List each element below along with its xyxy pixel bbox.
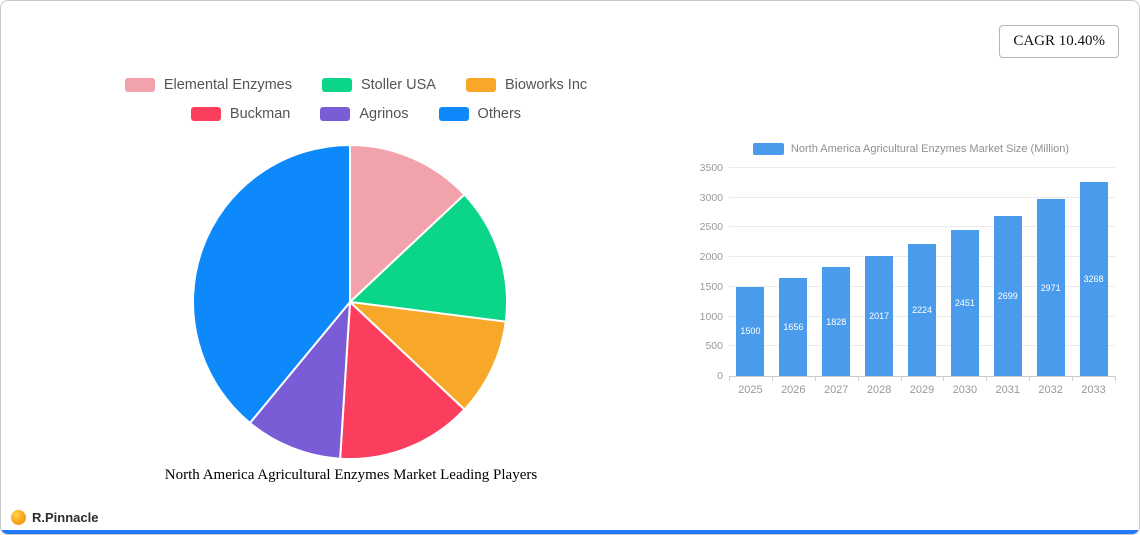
bar-legend-swatch — [752, 143, 784, 155]
bar-legend-label: North America Agricultural Enzymes Marke… — [790, 143, 1070, 155]
legend-item-others[interactable]: Others — [438, 106, 522, 122]
bar-value-label: 2971 — [1040, 282, 1061, 293]
bar-2027[interactable]: 1828 — [822, 267, 851, 376]
bar-value-label: 1500 — [740, 326, 761, 337]
pie-legend: Elemental Enzymes Stoller USA Bioworks Inc… — [73, 77, 639, 122]
y-axis-label: 2000 — [699, 251, 723, 264]
bar-value-label: 2224 — [911, 304, 933, 315]
bar-2033[interactable]: 3268 — [1079, 181, 1108, 376]
legend-label: Buckman — [229, 106, 291, 122]
pie-chart — [192, 143, 508, 460]
x-axis-label: 2026 — [781, 384, 806, 396]
bar-2026[interactable]: 1656 — [779, 277, 808, 376]
brand-logo: R.Pinnacle — [11, 510, 98, 525]
legend-item-buckman[interactable]: Buckman — [190, 106, 291, 122]
y-axis-label: 3000 — [699, 191, 723, 204]
x-axis-tick — [943, 376, 945, 381]
legend-label: Agrinos — [359, 106, 409, 122]
bottom-accent-bar — [1, 530, 1139, 534]
bar-plot: 0 500 1000 1500 2000 2500 3000 3500 1500 2025 1656… — [700, 162, 1116, 396]
bar-value-label: 2699 — [997, 290, 1018, 301]
x-axis-label: 2032 — [1038, 384, 1063, 396]
x-axis-tick — [1115, 376, 1116, 381]
x-axis-tick — [1029, 376, 1031, 381]
x-axis-label: 2031 — [995, 384, 1020, 396]
x-axis-tick — [986, 376, 988, 381]
legend-label: Elemental Enzymes — [163, 77, 292, 93]
legend-item-bioworks-inc[interactable]: Bioworks Inc — [465, 77, 588, 93]
pie-title: North America Agricultural Enzymes Marke… — [164, 467, 538, 483]
x-axis-tick — [814, 376, 816, 381]
bar-2030[interactable]: 2451 — [950, 230, 979, 376]
pie-slice-agrinos[interactable] — [248, 298, 352, 460]
legend-swatch — [320, 107, 351, 121]
bar-value-label: 1656 — [783, 321, 804, 332]
gridline — [729, 226, 1115, 228]
x-axis-tick — [857, 376, 859, 381]
bar-2032[interactable]: 2971 — [1036, 199, 1065, 376]
pie-slice-others[interactable] — [192, 143, 351, 425]
x-axis-label: 2025 — [738, 384, 763, 396]
legend-label: Others — [477, 106, 522, 122]
legend-item-agrinos[interactable]: Agrinos — [320, 106, 409, 122]
bar-2025[interactable]: 1500 — [736, 286, 765, 376]
gridline — [729, 167, 1115, 168]
brand-name: R.Pinnacle — [32, 510, 99, 525]
cagr-badge: CAGR 10.40% — [999, 25, 1119, 58]
x-axis-tick — [900, 376, 902, 381]
bar-legend[interactable]: North America Agricultural Enzymes Marke… — [691, 143, 1131, 155]
bar-chart: North America Agricultural Enzymes Marke… — [691, 143, 1131, 396]
bar-2028[interactable]: 2017 — [865, 256, 894, 376]
y-axis-label: 1000 — [699, 310, 723, 323]
bar-value-label: 2451 — [954, 298, 975, 309]
x-axis-tick — [729, 376, 730, 381]
y-axis-label: 500 — [705, 340, 723, 353]
bar-value-label: 3268 — [1083, 273, 1104, 284]
bar-2031[interactable]: 2699 — [993, 215, 1022, 376]
legend-swatch — [124, 78, 155, 92]
legend-item-stoller-usa[interactable]: Stoller USA — [321, 77, 436, 93]
legend-swatch — [438, 107, 469, 121]
x-axis-label: 2028 — [866, 384, 892, 396]
pie-slice-elemental-enzymes[interactable] — [349, 143, 466, 305]
legend-swatch — [321, 78, 352, 92]
pie-slice-buckman[interactable] — [339, 299, 466, 460]
x-axis-label: 2027 — [823, 384, 849, 396]
gridline — [729, 196, 1115, 198]
bar-value-label: 1828 — [826, 316, 847, 327]
y-axis-label: 0 — [717, 370, 723, 382]
x-axis-label: 2033 — [1081, 384, 1106, 396]
pie-slice-bioworks-inc[interactable] — [347, 300, 507, 411]
legend-item-elemental-enzymes[interactable]: Elemental Enzymes — [124, 77, 292, 93]
bar-value-label: 2017 — [869, 311, 890, 322]
x-axis-tick — [1072, 376, 1074, 381]
x-axis-label: 2030 — [952, 384, 978, 396]
x-axis-label: 2029 — [909, 384, 935, 396]
y-axis-label: 2500 — [699, 221, 723, 234]
pie-slice-stoller-usa[interactable] — [347, 193, 508, 323]
y-axis-label: 3500 — [699, 162, 723, 174]
brand-logo-icon — [11, 510, 26, 525]
legend-label: Bioworks Inc — [504, 77, 588, 93]
legend-swatch — [465, 78, 496, 92]
legend-label: Stoller USA — [360, 77, 436, 93]
y-axis-label: 1500 — [699, 280, 723, 293]
legend-swatch — [190, 107, 221, 121]
x-axis-tick — [771, 376, 773, 381]
bar-2029[interactable]: 2224 — [908, 243, 936, 376]
